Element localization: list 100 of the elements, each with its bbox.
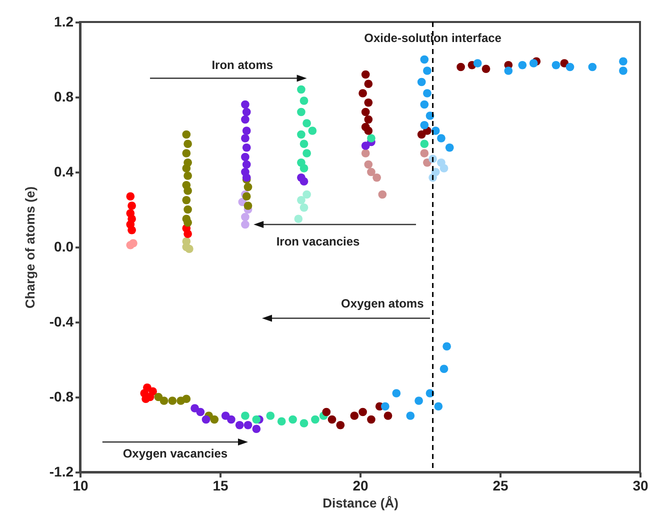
point [300,419,308,428]
point [241,100,250,109]
point [358,89,367,98]
point [196,408,205,416]
point [241,134,250,142]
point [336,420,345,430]
x-tick-label: 15 [212,478,228,494]
point [364,126,373,135]
point [482,64,490,74]
point [185,244,194,254]
point [148,387,157,396]
point [311,415,320,424]
point [128,226,136,234]
x-tick-label: 25 [492,478,508,494]
y-tick-label: 0.0 [54,238,74,254]
annotation: Iron atoms [212,58,274,72]
point [252,415,261,424]
point [456,62,465,72]
point [552,60,560,70]
point [381,402,390,411]
point [619,57,628,66]
point [414,396,423,405]
point [244,182,252,192]
point [244,202,252,210]
point [473,59,482,68]
point [384,412,392,420]
point [566,62,574,72]
point [297,130,306,139]
point [242,143,251,152]
point [302,190,311,199]
point [300,140,308,148]
point [518,60,527,70]
y-tick-label: -0.8 [49,388,74,404]
x-tick-label: 10 [72,478,88,494]
y-axis-title: Charge of atoms (e) [22,186,38,309]
annotation: Oxygen vacancies [122,446,228,460]
point [184,140,192,148]
point [445,143,454,152]
point [588,62,597,72]
y-tick-label: 0.8 [54,88,74,104]
point [420,55,429,64]
annotation: Iron vacancies [276,234,360,248]
point [184,186,192,195]
point [406,412,415,420]
point [417,78,426,86]
point [420,100,429,109]
y-tick-label: 0.4 [54,164,74,180]
point [244,420,252,430]
point [504,66,513,75]
point [364,80,373,88]
point [300,177,308,186]
point [210,415,219,424]
point [367,134,376,142]
point [372,173,381,182]
point [241,152,250,162]
point [252,424,261,434]
point [184,230,192,238]
point [160,396,168,405]
x-tick-label: 20 [352,478,368,494]
point [328,415,336,424]
annotation: Oxygen atoms [341,296,424,310]
point [440,364,448,374]
point [529,59,538,68]
point [297,85,306,94]
point [241,412,250,420]
point [266,412,275,420]
point [358,408,367,416]
point [302,119,311,128]
y-tick-label: -1.2 [49,464,74,480]
point [300,164,308,172]
point [364,160,373,169]
point [308,126,317,135]
x-axis-title: Distance (Å) [322,496,398,510]
point [297,108,306,116]
point [182,149,191,158]
point [361,70,370,79]
point [128,202,136,210]
point [300,203,308,212]
point [182,196,191,204]
point [184,205,192,214]
point [619,66,628,75]
point [241,212,250,222]
point [277,417,286,426]
point [392,389,401,398]
point [322,408,331,416]
point [434,402,443,411]
point [361,149,370,158]
point [242,108,251,116]
point [129,239,138,248]
point [437,134,446,142]
point [378,190,387,199]
point [182,130,191,139]
point [126,192,135,201]
point [420,140,429,148]
point [420,149,429,158]
point [235,420,244,430]
point [367,415,376,424]
point [202,415,210,424]
point [190,404,199,412]
point [350,412,359,420]
